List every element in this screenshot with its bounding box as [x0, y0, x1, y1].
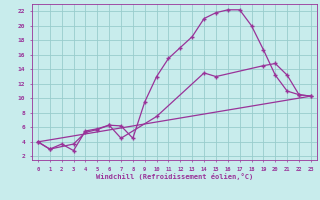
X-axis label: Windchill (Refroidissement éolien,°C): Windchill (Refroidissement éolien,°C) [96, 173, 253, 180]
